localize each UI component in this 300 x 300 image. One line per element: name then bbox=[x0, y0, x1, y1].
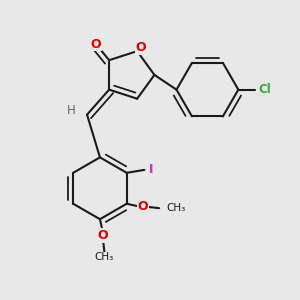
Text: CH₃: CH₃ bbox=[95, 253, 114, 262]
Text: O: O bbox=[91, 38, 101, 50]
Text: I: I bbox=[149, 164, 153, 176]
Text: CH₃: CH₃ bbox=[167, 203, 186, 213]
Text: O: O bbox=[135, 41, 146, 54]
Text: H: H bbox=[67, 104, 75, 117]
Text: O: O bbox=[98, 229, 108, 242]
Text: O: O bbox=[138, 200, 148, 213]
Text: Cl: Cl bbox=[258, 83, 271, 96]
